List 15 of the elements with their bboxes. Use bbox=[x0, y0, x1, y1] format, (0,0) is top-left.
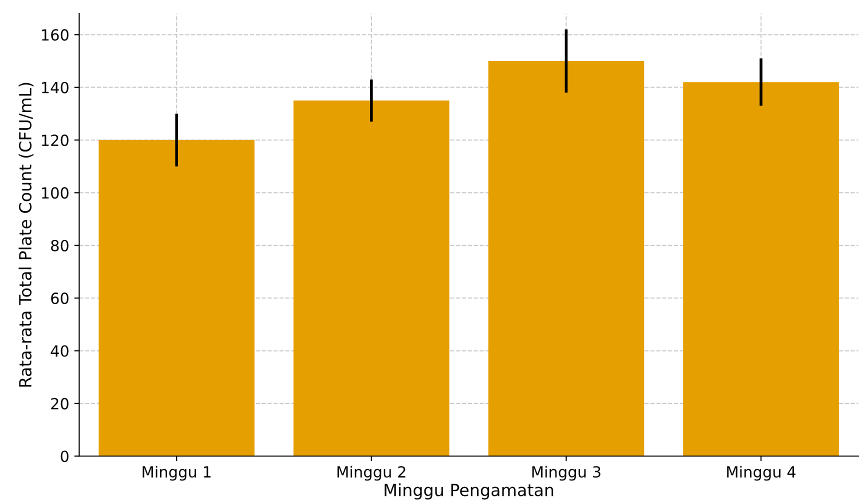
x-tick-label: Minggu 3 bbox=[532, 466, 600, 481]
y-tick-label: 20 bbox=[51, 398, 68, 410]
y-tick-label: 160 bbox=[42, 29, 68, 41]
x-tick-label: Minggu 2 bbox=[338, 466, 406, 481]
y-tick-label: 60 bbox=[51, 292, 68, 304]
y-axis-title: Rata-rata Total Plate Count (CFU/mL) bbox=[18, 82, 34, 387]
x-axis-title: Minggu Pengamatan bbox=[384, 483, 554, 500]
y-tick-label: 120 bbox=[42, 134, 68, 146]
y-tick-label: 140 bbox=[42, 82, 68, 94]
y-tick-label: 80 bbox=[51, 240, 68, 252]
y-tick-label: 0 bbox=[60, 450, 68, 462]
y-tick-label: 40 bbox=[50, 345, 68, 357]
y-tick-label: 100 bbox=[42, 187, 68, 199]
x-tick-label: Minggu 4 bbox=[727, 466, 796, 481]
x-tick-label: Minggu 1 bbox=[142, 466, 211, 481]
